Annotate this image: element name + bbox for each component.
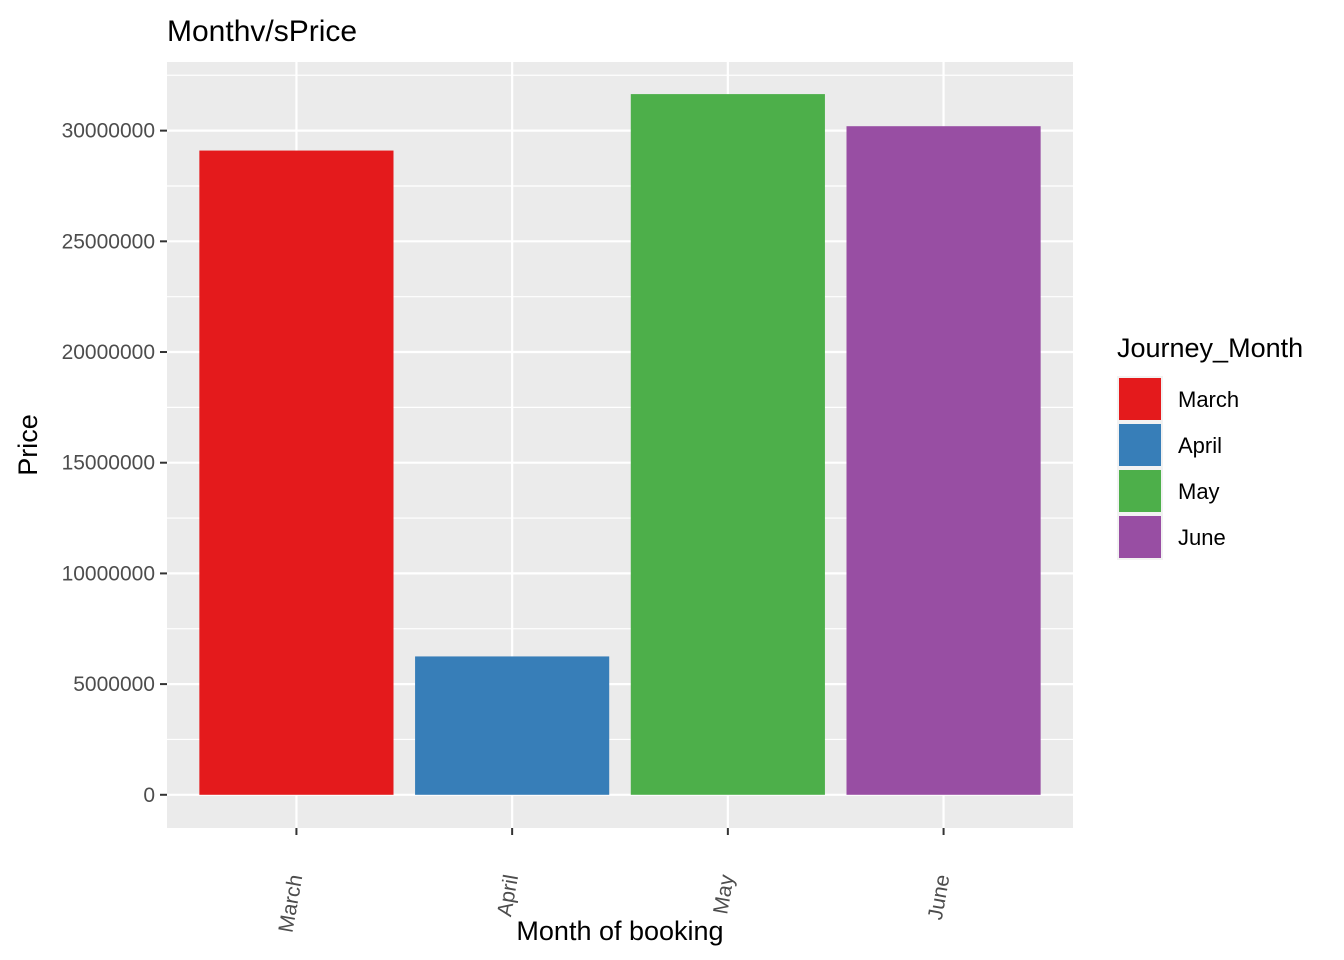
x-tick-label: April <box>493 873 523 918</box>
legend: Journey_Month March April May June <box>1117 333 1303 560</box>
bar-may <box>630 94 825 795</box>
legend-label: May <box>1178 479 1220 504</box>
legend-key-april <box>1119 424 1161 466</box>
bars <box>199 94 1041 795</box>
y-tick-label: 25000000 <box>62 230 155 253</box>
bar-march <box>199 150 394 795</box>
legend-key-may <box>1119 470 1161 512</box>
bar-june <box>846 126 1041 795</box>
legend-key-june <box>1119 516 1161 558</box>
bar-april <box>415 656 610 795</box>
y-tick-label: 20000000 <box>62 341 155 364</box>
y-axis-title: Price <box>13 414 43 476</box>
legend-label: June <box>1178 525 1226 550</box>
y-tick-label: 30000000 <box>62 120 155 143</box>
legend-items: March April May June <box>1117 376 1239 560</box>
y-tick-label: 15000000 <box>62 452 155 475</box>
x-tick-label: May <box>709 872 739 916</box>
y-tick-label: 0 <box>143 784 155 807</box>
y-tick-label: 10000000 <box>62 562 155 585</box>
legend-title: Journey_Month <box>1117 333 1303 363</box>
legend-label: March <box>1178 387 1239 412</box>
x-axis-title: Month of booking <box>516 916 723 946</box>
legend-key-march <box>1119 378 1161 420</box>
y-axis: 0 5000000 10000000 15000000 20000000 25000000… <box>62 120 167 807</box>
chart-title: Monthv/sPrice <box>167 15 357 48</box>
x-tick-label: June <box>924 873 955 922</box>
y-tick-label: 5000000 <box>73 673 155 696</box>
x-tick-label: March <box>275 873 308 934</box>
legend-label: April <box>1178 433 1222 458</box>
